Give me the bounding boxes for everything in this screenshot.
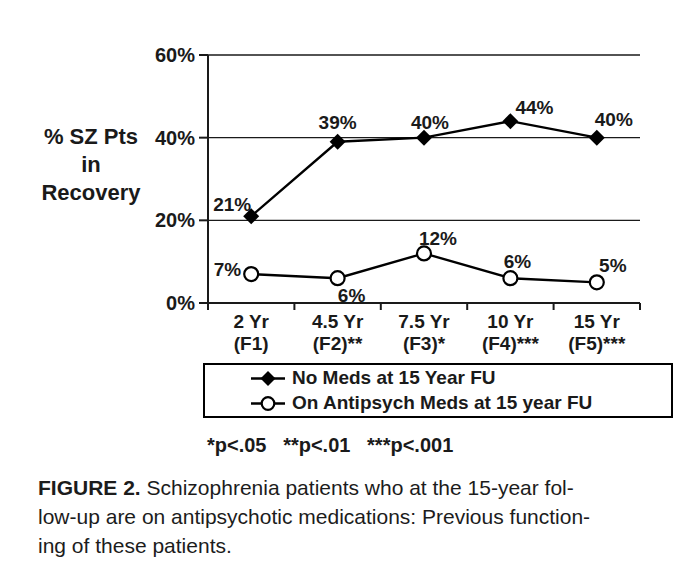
caption-line: ing of these patients.	[38, 531, 683, 560]
y-tick-label: 40%	[155, 127, 195, 149]
x-tick-label: 2 Yr	[233, 311, 269, 332]
figure-page: % SZ Pts in Recovery 0%20%40%60%2 Yr(F1)…	[0, 0, 696, 580]
x-tick-label: 4.5 Yr	[312, 311, 364, 332]
x-tick-label: 10 Yr	[487, 311, 534, 332]
y-tick-label: 60%	[155, 44, 195, 66]
x-tick-label: 7.5 Yr	[398, 311, 450, 332]
data-label: 5%	[599, 255, 627, 276]
filled-diamond-marker	[589, 130, 605, 146]
significance-note: *p<.05 **p<.01 ***p<.001	[207, 434, 453, 457]
data-label: 21%	[213, 194, 251, 215]
open-circle-marker	[590, 275, 604, 289]
data-label: 44%	[515, 97, 553, 118]
open-circle-marker	[503, 271, 517, 285]
legend-item-no-meds: No Meds at 15 Year FU	[251, 366, 671, 391]
caption-line: low-up are on antipsychotic medications:…	[38, 502, 683, 531]
data-label: 6%	[338, 285, 366, 306]
open-circle-marker	[331, 271, 345, 285]
legend-label-no-meds: No Meds at 15 Year FU	[292, 367, 495, 389]
figure-label: FIGURE 2.	[38, 476, 141, 499]
y-tick-label: 20%	[155, 209, 195, 231]
x-tick-label: 15 Yr	[574, 311, 621, 332]
x-tick-label-sub: (F1)	[234, 333, 269, 354]
data-label: 6%	[504, 251, 532, 272]
filled-diamond-marker-icon	[251, 370, 285, 387]
open-circle-marker	[244, 267, 258, 281]
data-label: 39%	[319, 112, 357, 133]
data-label: 40%	[595, 109, 633, 130]
figure-caption: FIGURE 2. Schizophrenia patients who at …	[38, 473, 683, 560]
legend-label-on-meds: On Antipsych Meds at 15 year FU	[292, 392, 592, 414]
caption-line: FIGURE 2. Schizophrenia patients who at …	[38, 473, 683, 502]
line-chart-plot: 0% 20% 40% 60% 2 Yr(F1) 4.5 Yr(F2)** 7.5 Yr(F3…	[0, 0, 696, 360]
data-label: 40%	[411, 112, 449, 133]
data-label: 7%	[214, 259, 242, 280]
data-label: 12%	[419, 228, 457, 249]
caption-text: Schizophrenia patients who at the 15-yea…	[141, 476, 574, 499]
legend: No Meds at 15 Year FU On Antipsych Meds …	[203, 363, 673, 418]
x-tick-label-sub: (F5)***	[568, 333, 626, 354]
x-tick-label-sub: (F4)***	[482, 333, 540, 354]
x-tick-label-sub: (F3)*	[403, 333, 446, 354]
open-circle-marker-icon	[251, 395, 285, 412]
x-tick-label-sub: (F2)**	[313, 333, 363, 354]
y-tick-label: 0%	[166, 292, 195, 314]
legend-item-on-meds: On Antipsych Meds at 15 year FU	[251, 391, 671, 416]
